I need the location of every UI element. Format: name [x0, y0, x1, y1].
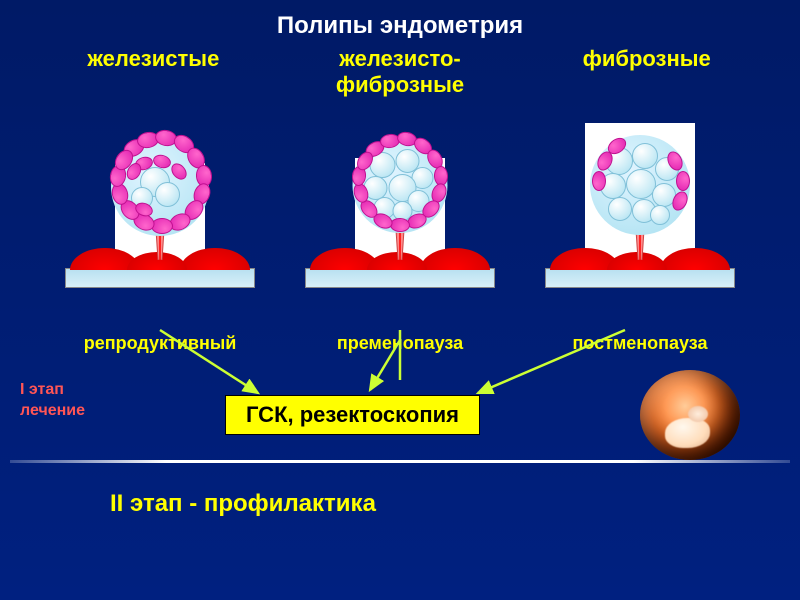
category-2: железисто- фиброзные — [277, 46, 524, 98]
treatment-box: ГСК, резектоскопия — [225, 395, 480, 435]
category-1: железистые — [30, 46, 277, 98]
stage-1: репродуктивный — [40, 333, 280, 354]
stage-3: постменопауза — [520, 333, 760, 354]
phase1-label: I этап лечение — [20, 380, 85, 422]
stage-2: пременопауза — [280, 333, 520, 354]
polyp-fibrous — [565, 118, 715, 288]
category-row: железистые железисто- фиброзные фиброзны… — [0, 46, 800, 98]
diagram-row — [0, 118, 800, 298]
slide-title: Полипы эндометрия — [0, 0, 800, 40]
stage-row: репродуктивный пременопауза постменопауз… — [0, 333, 800, 354]
phase2-label: II этап - профилактика — [110, 490, 376, 518]
hysteroscopy-image — [640, 370, 740, 460]
polyp-glandular — [85, 118, 235, 288]
divider-line — [10, 460, 790, 463]
polyp-glandular-fibrous — [325, 118, 475, 288]
category-3: фиброзные — [523, 46, 770, 98]
